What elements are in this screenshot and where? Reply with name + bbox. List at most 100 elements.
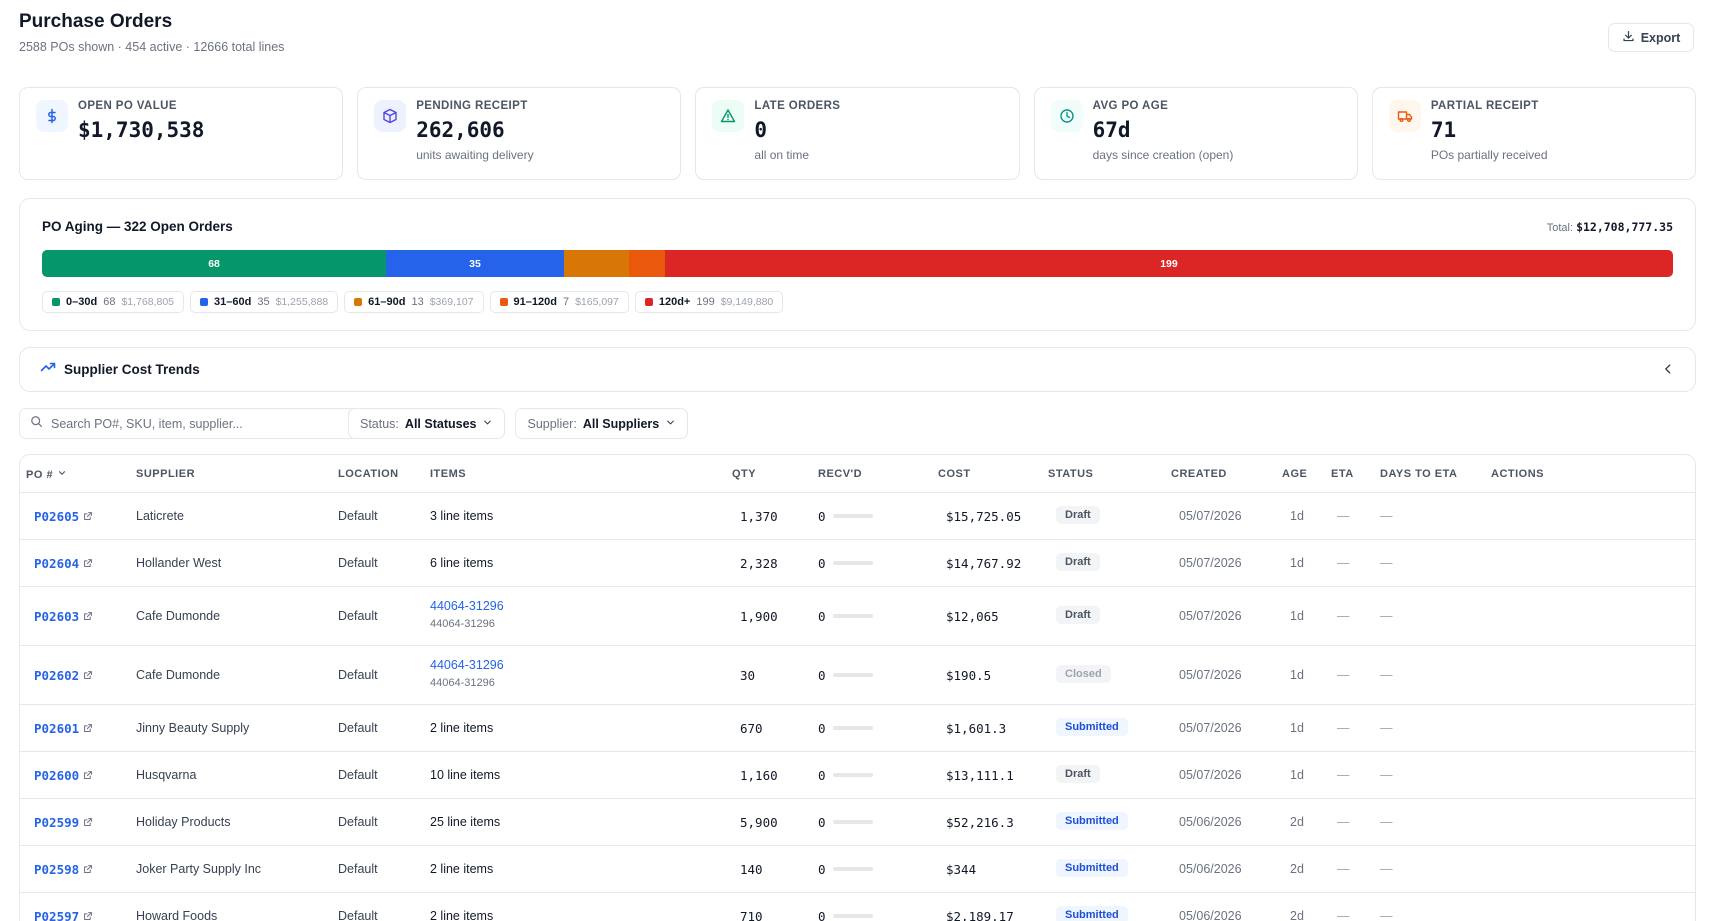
aging-legend-item[interactable]: 31–60d 35 $1,255,888 [190,291,339,313]
table-row[interactable]: P02602 Cafe Dumonde Default 44064-31296 4406… [20,646,1695,705]
po-number-link[interactable]: P02600 [34,768,93,783]
po-number[interactable]: P02601 [34,720,80,736]
table-row[interactable]: P02599 Holiday Products Default 25 line ite… [20,799,1695,846]
column-header-label: AGE [1282,468,1308,480]
items-cell: 25 line items [430,815,500,829]
external-link-icon[interactable] [83,609,93,624]
legend-bucket-name: 61–90d [368,296,406,308]
po-number-link[interactable]: P02599 [34,815,93,830]
aging-segment[interactable]: 35 [386,250,564,277]
eta-cell: — [1337,556,1350,570]
recv-value: 0 [818,767,826,783]
chevron-down-icon [482,417,493,431]
supplier-cost-trends-panel[interactable]: Supplier Cost Trends [19,347,1696,392]
po-number-link[interactable]: P02604 [34,556,93,571]
po-number-link[interactable]: P02597 [34,909,93,921]
po-cell[interactable]: P02599 [34,815,93,830]
po-number[interactable]: P02602 [34,667,80,683]
po-cell[interactable]: P02598 [34,862,93,877]
po-cell[interactable]: P02597 [34,909,93,921]
recv-cell: 0 [818,721,873,736]
item-sku-link[interactable]: 44064-31296 [430,657,504,672]
po-number-link[interactable]: P02598 [34,862,93,877]
table-row[interactable]: P02601 Jinny Beauty Supply Default 2 line i… [20,705,1695,752]
aging-segment[interactable]: 68 [42,250,387,277]
kpi-card-partial-receipt: PARTIAL RECEIPT 71 POs partially receive… [1371,87,1697,180]
item-sku-link[interactable]: 44064-31296 [430,598,504,613]
po-cell[interactable]: P02605 [34,509,93,524]
table-row[interactable]: P02605 Laticrete Default 3 line items 1,370 0… [20,493,1695,540]
aging-legend-item[interactable]: 91–120d 7 $165,097 [489,291,629,313]
external-link-icon[interactable] [83,668,93,683]
created-date: 05/07/2026 [1179,555,1242,570]
column-header-label: SUPPLIER [136,468,196,480]
status-badge: Draft [1056,505,1100,524]
table-row[interactable]: P02603 Cafe Dumonde Default 44064-31296 4406… [20,587,1695,646]
po-number-link[interactable]: P02601 [34,721,93,736]
external-link-icon[interactable] [83,909,93,921]
po-number-link[interactable]: P02603 [34,609,93,624]
created-date: 05/06/2026 [1179,861,1242,876]
po-number[interactable]: P02600 [34,767,80,783]
qty-cell: 140 [740,862,763,877]
dollar-icon [36,100,68,132]
external-link-icon[interactable] [83,556,93,571]
po-cell[interactable]: P02601 [34,721,93,736]
external-link-icon[interactable] [83,815,93,830]
aging-segment[interactable]: 199 [665,250,1673,277]
status-filter[interactable]: Status: All Statuses [348,408,506,439]
po-number[interactable]: P02597 [34,908,80,921]
po-number[interactable]: P02599 [34,814,80,830]
status-cell: Submitted [1056,811,1128,830]
table-row[interactable]: P02604 Hollander West Default 6 line items 2… [20,540,1695,587]
recv-cell: 0 [818,556,873,571]
column-header-label: DAYS TO ETA [1380,468,1458,480]
location-cell: Default [338,668,378,682]
external-link-icon[interactable] [83,509,93,524]
cost-cell: $14,767.92 [946,556,1021,571]
po-cell[interactable]: P02603 [34,609,93,624]
supplier-filter[interactable]: Supplier: All Suppliers [515,408,689,439]
po-number[interactable]: P02605 [34,508,80,524]
external-link-icon[interactable] [83,862,93,877]
location-name: Default [338,608,378,623]
kpi-card-avg-po-age: AVG PO AGE 67d days since creation (open… [1033,87,1358,180]
items-cell: 2 line items [430,862,493,876]
kpi-cards: OPEN PO VALUE $1,730,538 PENDING RECEIPT… [19,87,1697,180]
po-cell[interactable]: P02600 [34,768,93,783]
po-number-link[interactable]: P02602 [34,668,93,683]
po-number[interactable]: P02604 [34,555,80,571]
table-row[interactable]: P02597 Howard Foods Default 2 line items 710… [20,893,1695,921]
kpi-subtext: days since creation (open) [1092,148,1234,162]
supplier-cell: Holiday Products [136,815,231,829]
aging-legend-item[interactable]: 120d+ 199 $9,149,880 [634,291,784,313]
recv-value: 0 [818,608,826,624]
po-cell[interactable]: P02602 [34,668,93,683]
supplier-cell: Laticrete [136,509,184,523]
cost-value: $344 [946,861,977,877]
chevron-left-icon[interactable] [1661,362,1675,381]
search-input[interactable]: Search PO#, SKU, item, supplier... [19,408,359,439]
sort-chevron-down-icon[interactable] [57,469,67,481]
aging-legend-item[interactable]: 0–30d 68 $1,768,805 [42,291,185,313]
aging-segment[interactable] [563,250,630,277]
po-number[interactable]: P02603 [34,608,80,624]
column-header[interactable]: PO # [26,468,67,481]
trends-title: Supplier Cost Trends [64,362,200,377]
table-row[interactable]: P02600 Husqvarna Default 10 line items 1,160… [20,752,1695,799]
po-cell[interactable]: P02604 [34,556,93,571]
location-cell: Default [338,556,378,570]
table-row[interactable]: P02598 Joker Party Supply Inc Default 2 lin… [20,846,1695,893]
aging-segment[interactable] [629,250,666,277]
po-number[interactable]: P02598 [34,861,80,877]
export-button[interactable]: Export [1608,23,1694,52]
eta-cell: — [1337,509,1350,523]
po-number-link[interactable]: P02605 [34,509,93,524]
external-link-icon[interactable] [83,768,93,783]
location-cell: Default [338,721,378,735]
age-value: 2d [1290,814,1304,829]
aging-legend-item[interactable]: 61–90d 13 $369,107 [344,291,484,313]
supplier-name: Jinny Beauty Supply [136,720,250,735]
cost-value: $2,189.17 [946,908,1014,921]
external-link-icon[interactable] [83,721,93,736]
